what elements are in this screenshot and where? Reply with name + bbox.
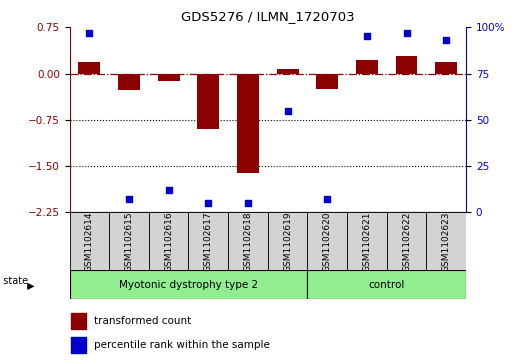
Text: transformed count: transformed count	[94, 316, 192, 326]
Point	[323, 196, 332, 202]
Bar	[237, 73, 259, 174]
Bar	[426, 212, 466, 270]
Point	[244, 200, 252, 206]
Text: GSM1102616: GSM1102616	[164, 211, 173, 272]
Bar	[188, 212, 228, 270]
Bar	[268, 212, 307, 270]
Bar	[347, 212, 387, 270]
Text: GSM1102619: GSM1102619	[283, 211, 292, 272]
Text: GSM1102622: GSM1102622	[402, 211, 411, 272]
Bar	[307, 212, 347, 270]
Bar	[78, 62, 100, 73]
Bar	[197, 73, 219, 129]
Bar	[277, 69, 299, 73]
Bar	[356, 60, 378, 73]
Text: GSM1102618: GSM1102618	[244, 211, 252, 272]
Text: disease state: disease state	[0, 277, 28, 286]
Bar	[118, 73, 140, 90]
Text: Myotonic dystrophy type 2: Myotonic dystrophy type 2	[119, 280, 258, 290]
Text: control: control	[369, 280, 405, 290]
Point	[403, 30, 411, 36]
Bar	[316, 73, 338, 89]
Point	[165, 187, 173, 193]
Bar	[70, 270, 307, 299]
Text: GSM1102620: GSM1102620	[323, 211, 332, 272]
Point	[125, 196, 133, 202]
Bar	[387, 212, 426, 270]
Text: GSM1102621: GSM1102621	[363, 211, 371, 272]
Point	[85, 30, 94, 36]
Text: GSM1102615: GSM1102615	[125, 211, 133, 272]
Text: GSM1102614: GSM1102614	[85, 211, 94, 272]
Text: GSM1102623: GSM1102623	[442, 211, 451, 272]
Bar	[158, 73, 180, 81]
Point	[442, 37, 450, 43]
Bar	[72, 313, 86, 329]
Bar	[396, 56, 418, 73]
Bar	[149, 212, 188, 270]
Bar	[109, 212, 149, 270]
Bar	[435, 62, 457, 73]
Title: GDS5276 / ILMN_1720703: GDS5276 / ILMN_1720703	[181, 10, 355, 23]
Bar	[307, 270, 466, 299]
Text: GSM1102617: GSM1102617	[204, 211, 213, 272]
Bar	[72, 337, 86, 353]
Bar	[228, 212, 268, 270]
Text: percentile rank within the sample: percentile rank within the sample	[94, 340, 270, 350]
Point	[363, 33, 371, 39]
Point	[283, 107, 291, 113]
Point	[204, 200, 212, 206]
Bar	[70, 212, 109, 270]
